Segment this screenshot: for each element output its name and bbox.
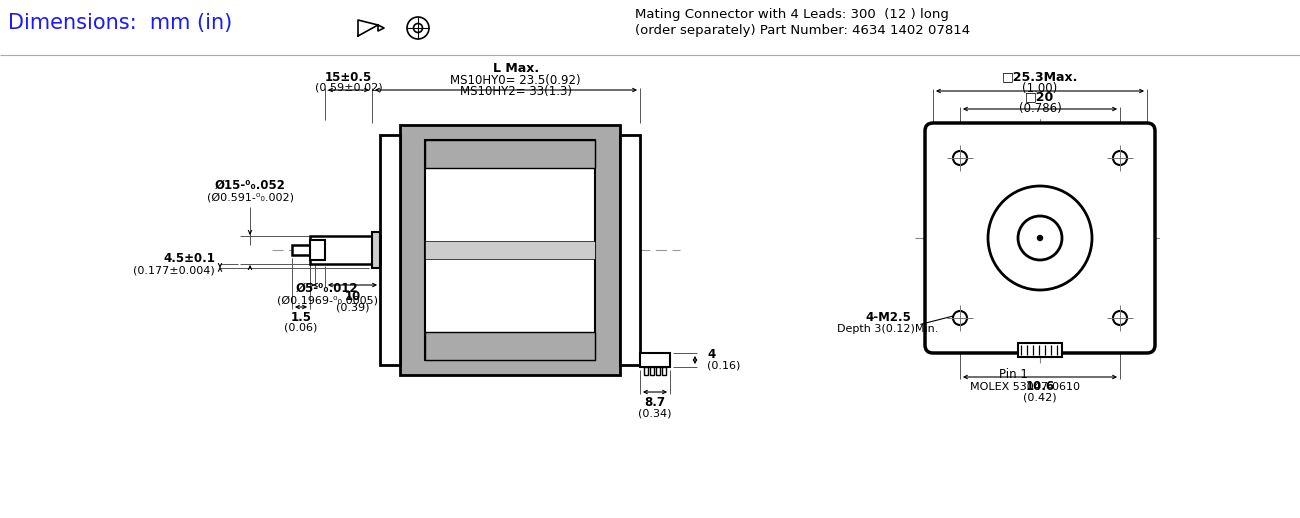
Text: □20: □20 — [1026, 91, 1054, 104]
Bar — [662, 367, 666, 375]
Bar — [656, 367, 660, 375]
Text: Dimensions:  mm (in): Dimensions: mm (in) — [8, 13, 233, 33]
Text: 4-M2.5: 4-M2.5 — [864, 310, 911, 324]
Polygon shape — [358, 20, 378, 36]
Circle shape — [988, 186, 1092, 290]
Text: (0.42): (0.42) — [1023, 393, 1057, 403]
Text: 4.5±0.1: 4.5±0.1 — [162, 252, 214, 265]
Circle shape — [1113, 311, 1127, 325]
Text: 1.5: 1.5 — [290, 310, 312, 324]
Circle shape — [953, 151, 967, 165]
Bar — [292, 245, 309, 255]
Bar — [1018, 343, 1062, 357]
Bar — [372, 232, 380, 268]
Text: (0.16): (0.16) — [707, 360, 741, 370]
Text: 15±0.5: 15±0.5 — [325, 70, 372, 83]
Circle shape — [1037, 236, 1043, 240]
Bar — [380, 135, 400, 365]
Text: (Ø0.591-⁰₀.002): (Ø0.591-⁰₀.002) — [207, 192, 294, 202]
Text: MOLEX 53047-0610: MOLEX 53047-0610 — [970, 382, 1080, 392]
Text: MS10HY0= 23.5(0.92): MS10HY0= 23.5(0.92) — [451, 74, 581, 87]
Text: L Max.: L Max. — [493, 62, 540, 75]
Text: (0.786): (0.786) — [1019, 102, 1061, 114]
Bar — [400, 125, 620, 375]
FancyBboxPatch shape — [926, 123, 1154, 353]
Text: 10.6: 10.6 — [1026, 381, 1054, 394]
Bar — [425, 140, 595, 168]
Text: (order separately) Part Number: 4634 1402 07814: (order separately) Part Number: 4634 140… — [634, 24, 970, 37]
Text: (0.06): (0.06) — [285, 323, 317, 333]
Text: 10: 10 — [344, 290, 360, 303]
Text: □25.3Max.: □25.3Max. — [1002, 70, 1078, 83]
Text: 4: 4 — [707, 348, 715, 361]
Text: (0.34): (0.34) — [638, 408, 672, 418]
Bar — [644, 367, 647, 375]
Circle shape — [1018, 216, 1062, 260]
Text: (0.39): (0.39) — [335, 302, 369, 312]
Bar — [425, 241, 595, 259]
Text: MS10HY2= 33(1.3): MS10HY2= 33(1.3) — [460, 84, 572, 97]
Bar — [425, 332, 595, 360]
Text: Mating Connector with 4 Leads: 300  (12 ) long: Mating Connector with 4 Leads: 300 (12 )… — [634, 8, 949, 21]
Text: (1.00): (1.00) — [1022, 81, 1058, 94]
Circle shape — [953, 311, 967, 325]
Bar — [309, 240, 325, 260]
Bar — [620, 135, 640, 365]
Text: Ø5-⁰₀.012: Ø5-⁰₀.012 — [295, 281, 359, 295]
Bar — [640, 353, 670, 367]
Text: (0.59±0.02): (0.59±0.02) — [315, 82, 382, 92]
Text: Ø15-⁰₀.052: Ø15-⁰₀.052 — [214, 179, 286, 192]
Bar — [309, 236, 380, 264]
Text: (0.177±0.004): (0.177±0.004) — [134, 265, 215, 275]
Bar — [425, 140, 595, 360]
Text: 8.7: 8.7 — [645, 396, 666, 409]
Text: (Ø0.1969-⁰₀.0005): (Ø0.1969-⁰₀.0005) — [277, 295, 377, 305]
Bar — [650, 367, 654, 375]
Text: Pin 1: Pin 1 — [998, 367, 1027, 381]
Circle shape — [1113, 151, 1127, 165]
Text: Depth 3(0.12)Min.: Depth 3(0.12)Min. — [837, 324, 939, 334]
